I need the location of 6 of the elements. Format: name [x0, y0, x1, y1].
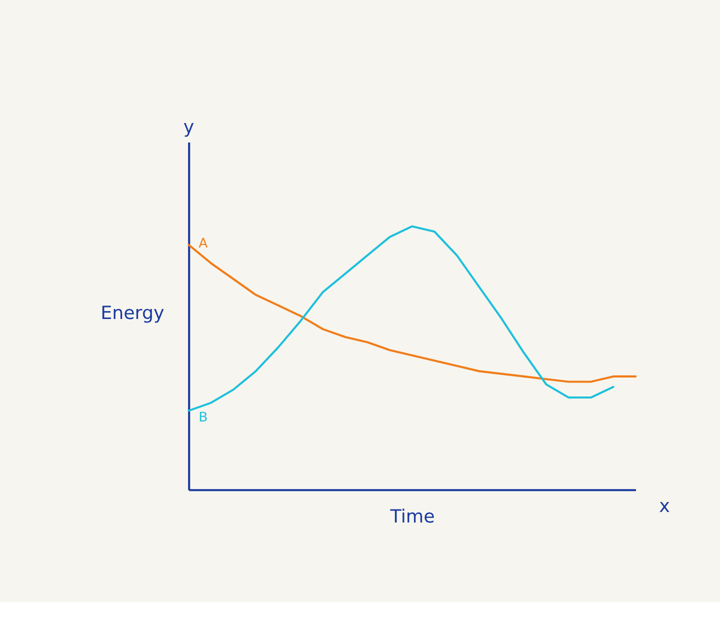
- text: x: [659, 496, 670, 518]
- series-label: B: [198, 410, 208, 426]
- y-axis-title: Energy: [100, 303, 164, 324]
- x-axis-title: Time: [389, 506, 435, 528]
- series-label: A: [198, 236, 208, 252]
- text: y: [183, 117, 194, 138]
